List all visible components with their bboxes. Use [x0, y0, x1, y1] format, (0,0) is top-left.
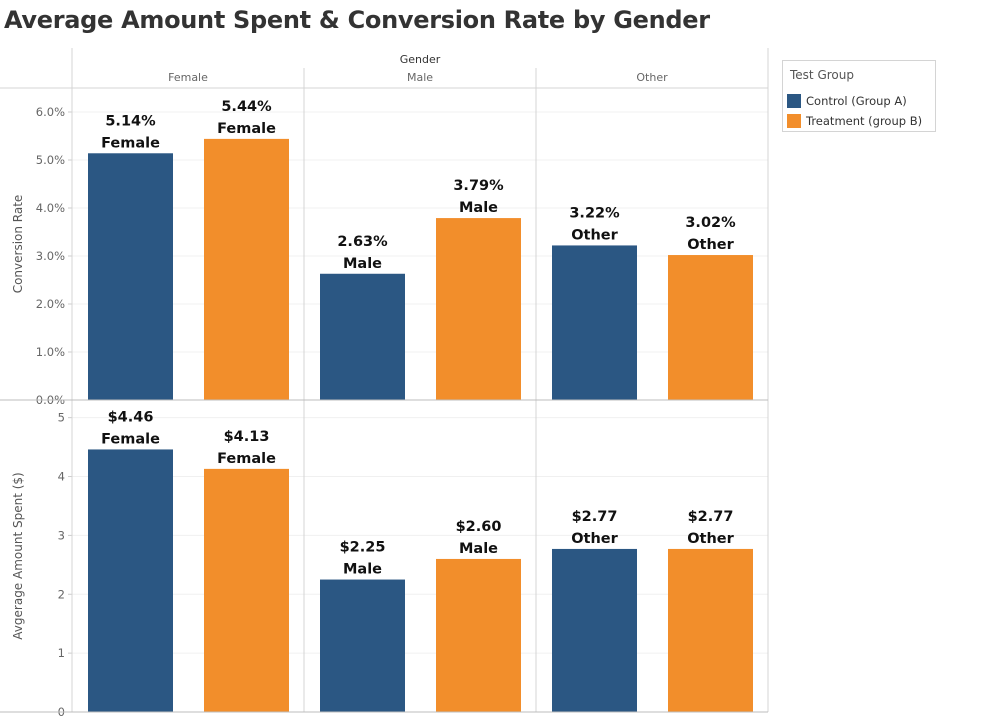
data-label-category: Female [217, 121, 276, 137]
data-label-category: Female [101, 431, 160, 447]
y-tick-label: 2 [58, 587, 65, 601]
bar-female-control [88, 153, 173, 400]
y-tick-label: 4 [58, 470, 65, 484]
legend-swatch-control [787, 94, 801, 108]
data-label-category: Male [343, 256, 382, 272]
bar-female-control [88, 449, 173, 712]
data-label-category: Male [459, 541, 498, 557]
category-header-female: Female [168, 71, 208, 84]
y-tick-label: 1.0% [36, 345, 65, 359]
data-label-value: 2.63% [337, 234, 388, 250]
data-label-category: Other [571, 227, 618, 243]
data-label-value: $2.60 [456, 519, 502, 535]
data-label-category: Female [217, 451, 276, 467]
y-tick-label: 6.0% [36, 105, 65, 119]
y-tick-label: 3 [58, 528, 65, 542]
y-tick-label: 3.0% [36, 249, 65, 263]
bar-other-treatment [668, 548, 753, 712]
category-header-male: Male [407, 71, 433, 84]
bar-female-treatment [204, 468, 289, 712]
legend-swatch-treatment [787, 114, 801, 128]
legend-item-treatment[interactable]: Treatment (group B) [787, 112, 933, 130]
bar-male-control [320, 273, 405, 400]
data-label-value: $2.77 [572, 509, 618, 525]
data-label-value: $4.46 [108, 409, 154, 425]
legend-label-treatment: Treatment (group B) [806, 114, 923, 128]
legend: Test Group Control (Group A) Treatment (… [782, 60, 936, 132]
column-header: Gender [400, 53, 441, 66]
y-axis-label: Avgerage Amount Spent ($) [11, 472, 25, 639]
data-label-value: 5.14% [105, 113, 156, 129]
chart-title: Average Amount Spent & Conversion Rate b… [4, 6, 710, 34]
y-axis-label: Conversion Rate [11, 195, 25, 294]
data-label-category: Male [343, 562, 382, 578]
data-label-category: Female [101, 135, 160, 151]
y-tick-label: 2.0% [36, 297, 65, 311]
bar-male-control [320, 579, 405, 712]
bar-male-treatment [436, 218, 521, 400]
data-label-value: $4.13 [224, 429, 270, 445]
legend-label-control: Control (Group A) [806, 94, 907, 108]
data-label-value: 3.79% [453, 178, 504, 194]
data-label-value: $2.25 [340, 540, 386, 556]
bar-female-treatment [204, 138, 289, 400]
data-label-category: Male [459, 200, 498, 216]
y-tick-label: 5.0% [36, 153, 65, 167]
data-label-value: 3.22% [569, 205, 620, 221]
bar-other-treatment [668, 255, 753, 400]
bar-male-treatment [436, 558, 521, 712]
bar-other-control [552, 548, 637, 712]
category-header-other: Other [636, 71, 668, 84]
data-label-category: Other [571, 531, 618, 547]
data-label-value: 5.44% [221, 99, 272, 115]
legend-title: Test Group [790, 68, 854, 82]
legend-item-control[interactable]: Control (Group A) [787, 92, 933, 110]
data-label-category: Other [687, 237, 734, 253]
data-label-category: Other [687, 531, 734, 547]
data-label-value: 3.02% [685, 215, 736, 231]
y-tick-label: 5 [58, 411, 65, 425]
data-label-value: $2.77 [688, 509, 734, 525]
bar-other-control [552, 245, 637, 400]
y-tick-label: 4.0% [36, 201, 65, 215]
y-tick-label: 1 [58, 646, 65, 660]
